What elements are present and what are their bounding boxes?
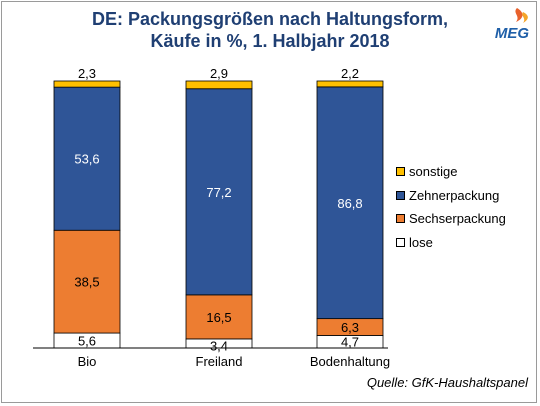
data-label-freiland-lose: 3,4 [210, 338, 228, 353]
labels-group: 5,6 38,5 53,6 2,3 3,4 16,5 77,2 2,9 4,76,3 86,8 2,… [74, 66, 362, 353]
data-label-freiland-sonstige: 2,9 [210, 66, 228, 81]
meg-logo: MEG [495, 8, 530, 42]
legend-label-zehnerpackung: Zehnerpackung [409, 187, 500, 203]
legend-label-sechserpackung: Sechserpackung [409, 211, 506, 227]
legend-item-sechserpackung: Sechserpackung [396, 207, 506, 231]
legend-item-zehnerpackung: Zehnerpackung [396, 184, 506, 208]
chart-title: DE: Packungsgrößen nach Haltungsform, Kä… [0, 8, 540, 52]
chart-title-line-1: DE: Packungsgrößen nach Haltungsform, [91, 9, 449, 29]
bar-bio-sechserpackung [53, 229, 121, 334]
legend-label-sonstige: sonstige [409, 164, 458, 180]
legend-item-sonstige: sonstige [396, 160, 506, 184]
bar-bio-sonstige [53, 80, 121, 88]
bar-freiland-zehnerpackung [185, 88, 253, 296]
data-label-bio-sonstige: 2,3 [78, 66, 96, 81]
bars-group [53, 80, 384, 349]
data-label-bio-sechserpackung: 38,5 [74, 275, 99, 290]
chart-title-line-2: Käufe in %, 1. Halbjahr 2018 [150, 31, 390, 51]
category-labels-group: Bio Freiland Bodenhaltung [78, 354, 391, 369]
data-label-bodenhaltung-sechserpackung: 6,3 [341, 320, 359, 335]
legend-swatch-sonstige [396, 167, 405, 177]
logo-text: MEG [495, 25, 530, 42]
data-label-freiland-zehnerpackung: 77,2 [206, 185, 231, 200]
data-label-bio-zehnerpackung: 53,6 [74, 152, 99, 167]
bar-bodenhaltung-zehnerpackung [316, 86, 384, 320]
legend-swatch-lose [396, 237, 405, 247]
legend-item-lose: lose [396, 231, 506, 255]
bar-bodenhaltung-sonstige [316, 80, 384, 88]
legend-swatch-zehnerpackung [396, 190, 405, 200]
category-label-freiland: Freiland [196, 354, 243, 369]
category-label-bodenhaltung: Bodenhaltung [310, 354, 390, 369]
legend: sonstige Zehnerpackung Sechserpackung lose [396, 160, 506, 254]
data-label-bio-lose: 5,6 [78, 334, 96, 349]
data-label-bodenhaltung-lose: 4,7 [341, 335, 359, 350]
source-note: Quelle: GfK-Haushaltspanel [366, 375, 528, 390]
legend-label-lose: lose [409, 234, 433, 250]
bar-freiland-sechserpackung [185, 294, 253, 340]
bar-freiland-sonstige [185, 80, 253, 90]
bar-bio-zehnerpackung [53, 86, 121, 231]
category-label-bio: Bio [78, 354, 97, 369]
data-label-bodenhaltung-sonstige: 2,2 [341, 66, 359, 81]
data-label-bodenhaltung-zehnerpackung: 86,8 [337, 196, 362, 211]
legend-swatch-sechserpackung [396, 214, 405, 224]
data-label-freiland-sechserpackung: 16,5 [206, 310, 231, 325]
